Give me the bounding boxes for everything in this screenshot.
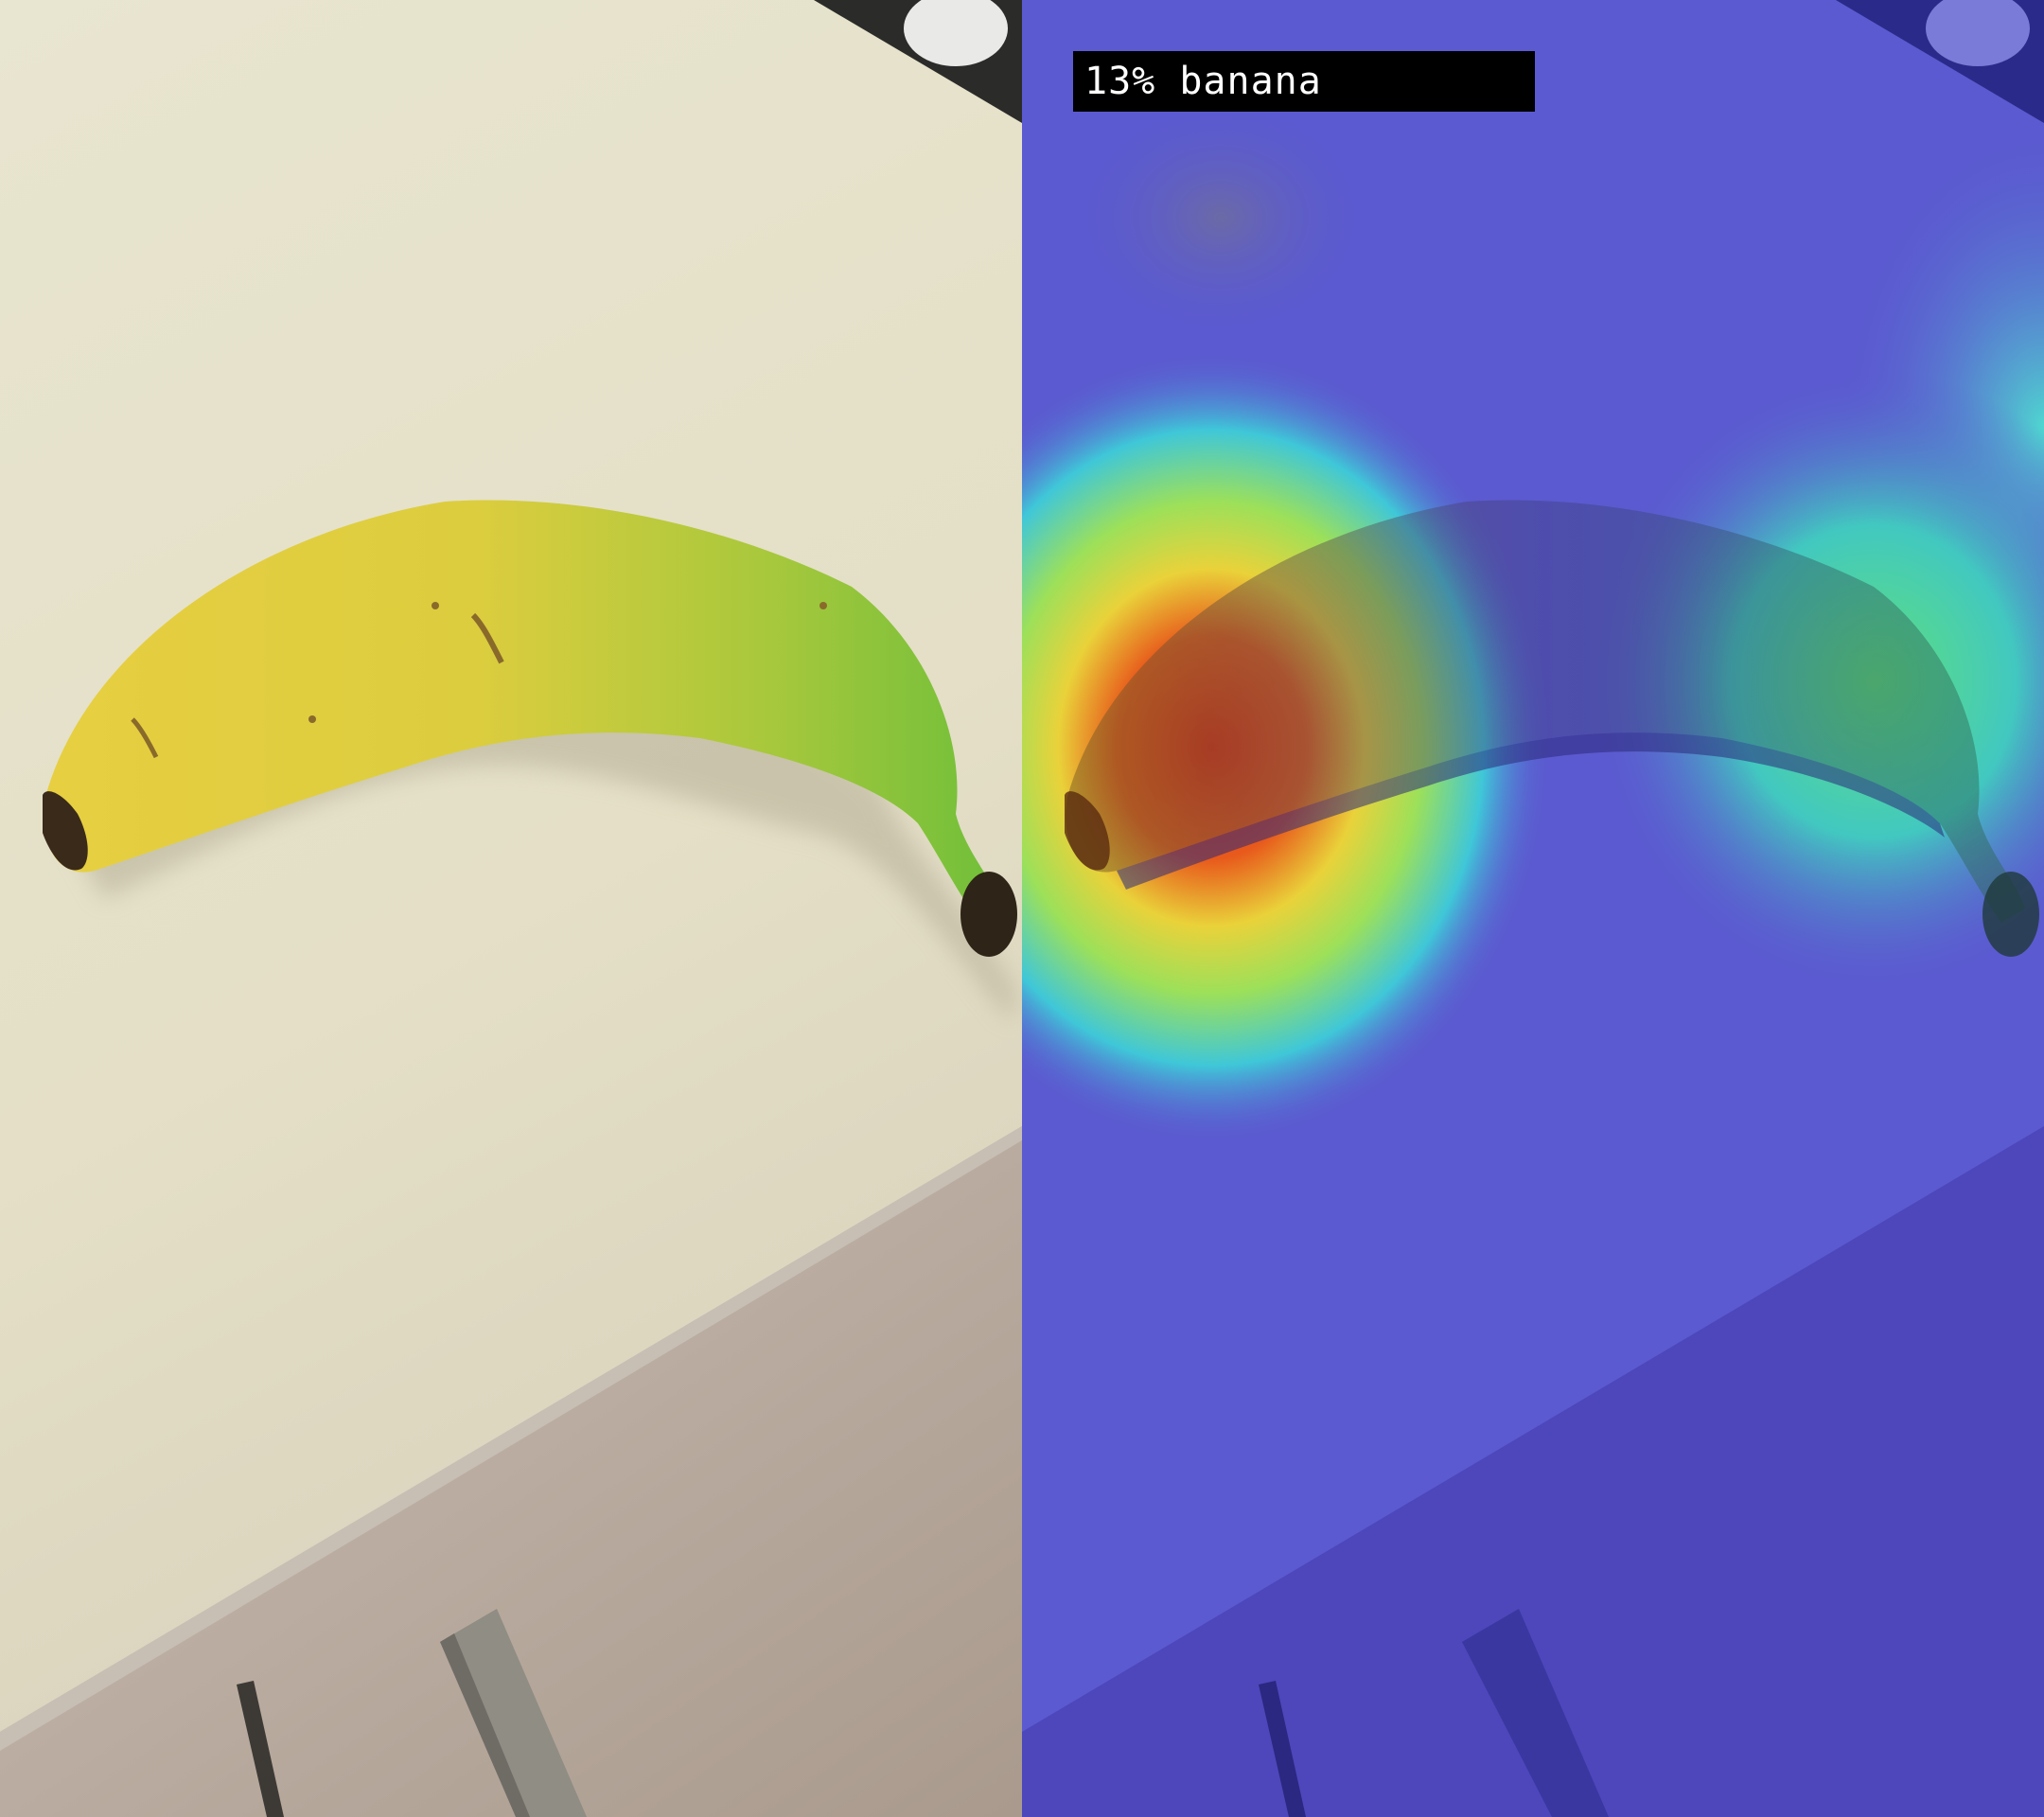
original-photo — [0, 0, 1022, 1817]
original-photo-panel — [0, 0, 1022, 1817]
heatmap-panel: 13% banana — [1022, 0, 2044, 1817]
prediction-label: 13% banana — [1073, 51, 1535, 112]
heatmap-overlay — [1022, 0, 2044, 1817]
